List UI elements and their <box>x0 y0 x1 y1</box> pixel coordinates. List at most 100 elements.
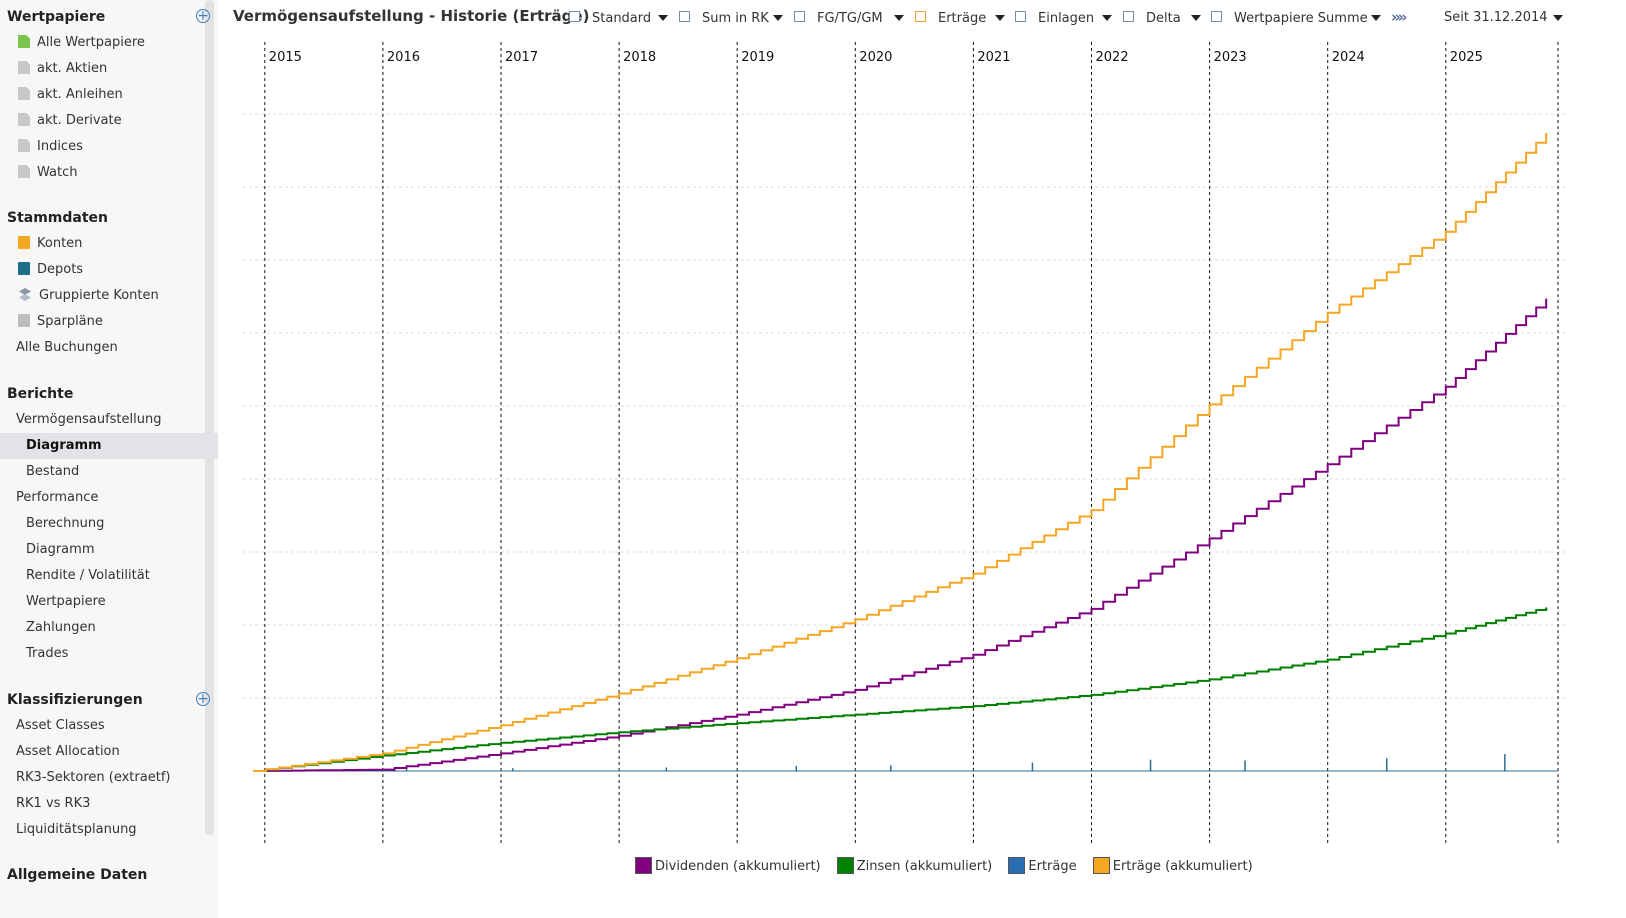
sidebar-item-trades[interactable]: Trades <box>26 641 68 667</box>
sidebar-item-asset-classes[interactable]: Asset Classes <box>16 713 105 739</box>
legend-label: Erträge <box>1028 859 1077 874</box>
document-icon <box>18 113 30 126</box>
year-tick-label: 2023 <box>1214 50 1247 65</box>
option-sum-in-rk[interactable]: Sum in RK <box>679 10 769 28</box>
sidebar-item-sparplaene[interactable]: Sparpläne <box>18 309 103 335</box>
legend-item-ertraege-akkumuliert[interactable]: Erträge (akkumuliert) <box>1092 857 1253 874</box>
document-icon <box>18 61 30 74</box>
sidebar-item-label: Bestand <box>26 464 80 479</box>
section-title-berichte: Berichte <box>7 386 74 402</box>
double-chevron-right-icon[interactable]: »» <box>1391 8 1407 26</box>
checkbox-icon[interactable] <box>1211 11 1222 22</box>
document-icon <box>18 87 30 100</box>
chevron-down-icon[interactable] <box>1371 15 1381 21</box>
series-line-3 <box>253 133 1548 772</box>
sidebar-item-label: Zahlungen <box>26 620 96 635</box>
depot-icon <box>18 262 30 275</box>
checkbox-icon[interactable] <box>679 11 690 22</box>
chevron-down-icon[interactable] <box>1191 15 1201 21</box>
sidebar-item-label: Indices <box>37 139 83 154</box>
add-classification-icon[interactable]: + <box>196 691 210 707</box>
sidebar-item-alle-wertpapiere[interactable]: Alle Wertpapiere <box>18 30 145 56</box>
sidebar-item-akt-anleihen[interactable]: akt. Anleihen <box>18 82 123 108</box>
document-icon <box>18 165 30 178</box>
checkbox-icon[interactable] <box>1123 11 1134 22</box>
sidebar-item-diagramm-selected[interactable]: Diagramm <box>0 433 218 459</box>
option-fg-tg-gm[interactable]: FG/TG/GM <box>794 10 883 28</box>
sidebar-item-berechnung[interactable]: Berechnung <box>26 511 104 537</box>
sidebar-item-vermoegensaufstellung[interactable]: Vermögensaufstellung <box>16 407 161 433</box>
section-title-allgemeine-daten: Allgemeine Daten <box>7 867 148 883</box>
option-einlagen[interactable]: Einlagen <box>1015 10 1094 28</box>
document-icon <box>18 35 30 48</box>
option-delta[interactable]: Delta <box>1123 10 1181 28</box>
option-wertpapiere-summe[interactable]: Wertpapiere Summe <box>1211 10 1368 28</box>
sidebar-item-label: Trades <box>26 646 69 661</box>
series-line-0 <box>253 298 1548 772</box>
sidebar-item-label: Vermögensaufstellung <box>16 412 162 427</box>
sidebar-item-label: Liquiditätsplanung <box>16 822 137 837</box>
sidebar-item-label: Depots <box>37 262 84 277</box>
checkbox-icon[interactable] <box>915 11 926 22</box>
sidebar-item-indices[interactable]: Indices <box>18 134 83 160</box>
chevron-down-icon[interactable] <box>1553 15 1563 21</box>
year-tick-label: 2018 <box>623 50 656 65</box>
sidebar-item-wertpapiere[interactable]: Wertpapiere <box>26 589 106 615</box>
period-selector[interactable]: Seit 31.12.2014 <box>1444 10 1548 25</box>
option-label: Erträge <box>938 11 987 26</box>
sidebar-item-watch[interactable]: Watch <box>18 160 77 186</box>
sidebar-item-alle-buchungen[interactable]: Alle Buchungen <box>16 335 118 361</box>
sidebar-item-bestand[interactable]: Bestand <box>26 459 79 485</box>
chevron-down-icon[interactable] <box>658 15 668 21</box>
legend-label: Erträge (akkumuliert) <box>1112 859 1253 874</box>
chevron-down-icon[interactable] <box>773 15 783 21</box>
sidebar-item-label: Performance <box>16 490 99 505</box>
option-ertraege[interactable]: Erträge <box>915 10 986 28</box>
legend-label: Dividenden (akkumuliert) <box>655 859 821 874</box>
chevron-down-icon[interactable] <box>894 15 904 21</box>
layers-icon <box>18 288 32 301</box>
section-title-wertpapiere: Wertpapiere <box>7 9 106 25</box>
checkbox-icon[interactable] <box>1015 11 1026 22</box>
checkbox-icon[interactable] <box>794 11 805 22</box>
sidebar-item-rendite-volatilitaet[interactable]: Rendite / Volatilität <box>26 563 150 589</box>
sidebar-item-akt-aktien[interactable]: akt. Aktien <box>18 56 107 82</box>
sidebar-item-rk3-sektoren[interactable]: RK3-Sektoren (extraetf) <box>16 765 170 791</box>
sidebar-scrollbar[interactable] <box>205 0 214 835</box>
sidebar-item-liquiditaetsplanung[interactable]: Liquiditätsplanung <box>16 817 137 843</box>
sidebar-item-gruppierte-konten[interactable]: Gruppierte Konten <box>18 283 159 309</box>
year-tick-label: 2015 <box>269 50 302 65</box>
option-label: Einlagen <box>1038 11 1095 26</box>
sidebar-item-depots[interactable]: Depots <box>18 257 83 283</box>
chevron-down-icon[interactable] <box>995 15 1005 21</box>
sidebar-item-label: akt. Derivate <box>37 113 122 128</box>
section-title-klassifizierungen: Klassifizierungen <box>7 692 143 708</box>
legend-item-dividenden[interactable]: Dividenden (akkumuliert) <box>635 857 821 874</box>
option-label: Standard <box>592 11 652 26</box>
sidebar-item-label: Rendite / Volatilität <box>26 568 150 583</box>
chevron-down-icon[interactable] <box>1102 15 1112 21</box>
savings-plan-icon <box>18 314 30 327</box>
legend-item-zinsen[interactable]: Zinsen (akkumuliert) <box>836 857 992 874</box>
sidebar-item-akt-derivate[interactable]: akt. Derivate <box>18 108 122 134</box>
legend-item-ertraege[interactable]: Erträge <box>1008 857 1077 874</box>
sidebar-item-label: Berechnung <box>26 516 105 531</box>
sidebar-item-performance-diagramm[interactable]: Diagramm <box>26 537 94 563</box>
sidebar-item-performance[interactable]: Performance <box>16 485 98 511</box>
option-standard[interactable]: Standard <box>569 10 651 28</box>
sidebar-item-konten[interactable]: Konten <box>18 231 82 257</box>
sidebar-item-rk1-vs-rk3[interactable]: RK1 vs RK3 <box>16 791 90 817</box>
checkbox-icon[interactable] <box>569 11 580 22</box>
sidebar-item-label: Asset Classes <box>16 718 105 733</box>
series-line-1 <box>253 607 1548 772</box>
sidebar-item-asset-allocation[interactable]: Asset Allocation <box>16 739 120 765</box>
sidebar-item-label: RK1 vs RK3 <box>16 796 91 811</box>
document-icon <box>18 139 30 152</box>
year-tick-label: 2021 <box>977 50 1010 65</box>
sidebar-item-zahlungen[interactable]: Zahlungen <box>26 615 96 641</box>
add-watchlist-icon[interactable]: + <box>196 8 210 24</box>
history-chart[interactable]: 2015 2016 2017 2018 2019 2020 2021 2022 2023 2024… <box>218 36 1626 848</box>
sidebar-item-label: Alle Wertpapiere <box>37 35 145 50</box>
sidebar-item-label: Sparpläne <box>37 314 103 329</box>
legend-swatch <box>836 857 854 874</box>
